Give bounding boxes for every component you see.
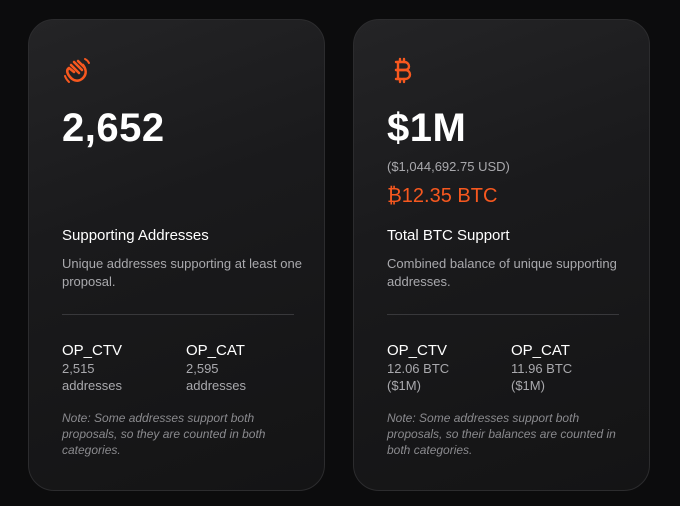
supporting-addresses-count: 2,652 [62,106,165,150]
stat-op-cat: OP_CAT 2,595 addresses [186,341,296,394]
stat-op-ctv: OP_CTV 12.06 BTC ($1M) [387,341,497,394]
total-btc-value: ₿12.35 BTC [387,185,498,207]
bitcoin-icon [394,57,412,84]
stat-op-cat: OP_CAT 11.96 BTC ($1M) [511,341,621,394]
card-note: Note: Some addresses support both propos… [387,411,616,457]
stat-value: 12.06 BTC ($1M) [387,361,450,393]
waving-hand-icon [64,58,90,83]
stat-value: 2,515 addresses [62,361,122,393]
card-description: Combined balance of unique supporting ad… [387,256,617,289]
total-btc-usd-short: $1M [387,106,467,150]
stat-op-ctv: OP_CTV 2,515 addresses [62,341,172,394]
supporting-addresses-card: 2,652 Supporting Addresses Unique addres… [28,19,325,491]
stat-label: OP_CTV [387,342,448,359]
total-btc-support-card: $1M ($1,044,692.75 USD) ₿12.35 BTC Total… [353,19,650,491]
card-note: Note: Some addresses support both propos… [62,411,266,457]
card-title: Total BTC Support [387,227,510,244]
stat-label: OP_CAT [511,342,570,359]
stat-value: 11.96 BTC ($1M) [511,361,573,393]
stat-value: 2,595 addresses [186,361,246,393]
stat-label: OP_CAT [186,342,245,359]
divider [387,314,619,315]
total-usd-value: ($1,044,692.75 USD) [387,159,510,174]
card-description: Unique addresses supporting at least one… [62,256,302,289]
stat-label: OP_CTV [62,342,123,359]
divider [62,314,294,315]
card-title: Supporting Addresses [62,227,209,244]
